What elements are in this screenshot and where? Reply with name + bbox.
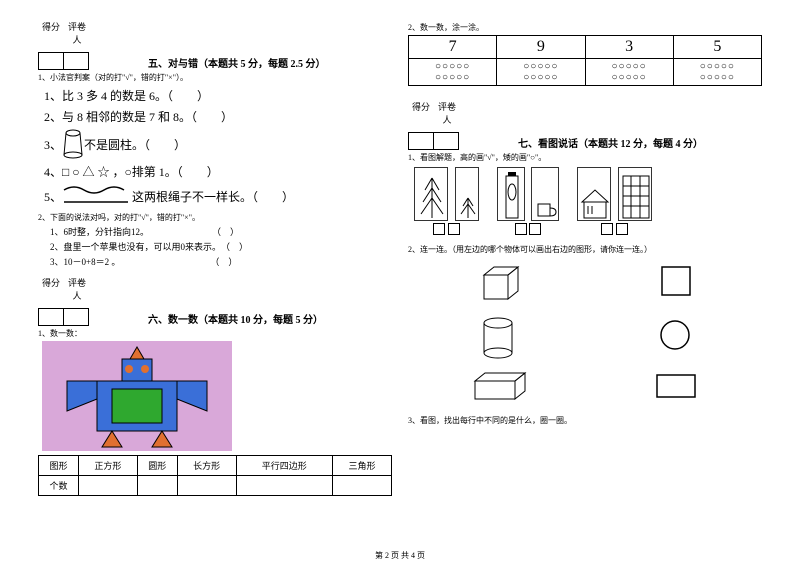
shape-count-table: 图形 正方形 圆形 长方形 平行四边形 三角形 个数	[38, 455, 392, 496]
cylinder-icon	[476, 315, 520, 361]
count-9: 9	[497, 36, 585, 59]
score-block-6: 得分 评卷人 六、数一数（本题共 10 分，每题 5 分）	[38, 276, 392, 326]
grader-label: 评卷人	[434, 100, 460, 126]
right-column: 2、数一数，涂一涂。 7 9 3 5 ○○○○○ ○○○○○ ○○○○○ ○○○…	[400, 20, 770, 555]
checkbox[interactable]	[616, 223, 628, 235]
count-color-table: 7 9 3 5 ○○○○○ ○○○○○ ○○○○○ ○○○○○ ○○○○○ ○○…	[408, 35, 762, 86]
thermos-icon	[498, 168, 526, 222]
checkbox[interactable]	[601, 223, 613, 235]
s7-2: 2、连一连。（用左边的哪个物体可以画出右边的图形，请你连一连。）	[408, 244, 762, 255]
match-row-1	[408, 261, 762, 307]
s5-q2: 2、与 8 相邻的数是 7 和 8。（ ）	[44, 108, 392, 125]
cell	[333, 476, 392, 496]
ovals: ○○○○○ ○○○○○	[409, 59, 497, 86]
cell	[236, 476, 333, 496]
s6-2: 2、数一数，涂一涂。	[408, 22, 762, 33]
th-tri: 三角形	[333, 456, 392, 476]
section-7-title: 七、看图说话（本题共 12 分，每题 4 分）	[518, 135, 703, 150]
s5-q5-suffix: 这两根绳子不一样长。（ ）	[132, 188, 294, 205]
cube-icon	[474, 261, 524, 307]
score-cell	[63, 52, 89, 70]
score-block-7: 得分 评卷人 七、看图说话（本题共 12 分，每题 4 分）	[408, 100, 762, 150]
rectangle-icon	[651, 369, 701, 403]
house-icon	[578, 168, 612, 222]
th-para: 平行四边形	[236, 456, 333, 476]
cell	[177, 476, 236, 496]
building-icon	[619, 168, 653, 222]
circle-icon	[655, 315, 695, 355]
tree-short-icon	[456, 168, 480, 222]
picture-row	[412, 167, 762, 238]
checkbox[interactable]	[515, 223, 527, 235]
count-7: 7	[409, 36, 497, 59]
row-label: 个数	[39, 476, 79, 496]
s5-q5: 5、 这两根绳子不一样长。（ ）	[44, 184, 392, 208]
cuboid-icon	[469, 369, 529, 405]
s5-subtitle: 1、小法官判案（对的打"√"，错的打"×"）。	[38, 72, 392, 83]
count-5: 5	[673, 36, 761, 59]
score-label: 得分	[38, 20, 64, 46]
cell	[78, 476, 137, 496]
s7-1: 1、看图解题，高的画"√"，矮的画"○"。	[408, 152, 762, 163]
score-cell	[38, 52, 64, 70]
section-5-title: 五、对与错（本题共 5 分，每题 2.5 分）	[148, 55, 326, 70]
th-circle: 圆形	[137, 456, 177, 476]
s5-q3: 3、 不是圆柱。（ ）	[44, 129, 392, 159]
s7-3: 3、看图，找出每行中不同的是什么，圈一圈。	[408, 415, 762, 426]
cup-icon	[62, 129, 84, 159]
ovals: ○○○○○ ○○○○○	[585, 59, 673, 86]
pair-trees	[412, 167, 481, 238]
score-label: 得分	[38, 276, 64, 302]
cup-small-icon	[532, 168, 560, 222]
count-3: 3	[585, 36, 673, 59]
tree-tall-icon	[415, 168, 449, 222]
s5-2a: 1、6时整，分针指向12。 （ ）	[50, 225, 392, 238]
th-square: 正方形	[78, 456, 137, 476]
square-icon	[656, 261, 696, 301]
section-6-title: 六、数一数（本题共 10 分，每题 5 分）	[148, 311, 323, 326]
score-cell	[63, 308, 89, 326]
score-block-5: 得分 评卷人 五、对与错（本题共 5 分，每题 2.5 分）	[38, 20, 392, 70]
s5-q4: 4、□ ○ △ ☆ ，○排第 1。（ ）	[44, 163, 392, 180]
cell	[137, 476, 177, 496]
pair-thermos	[495, 167, 562, 238]
pair-buildings	[575, 167, 654, 238]
checkbox[interactable]	[433, 223, 445, 235]
s6-subtitle: 1、数一数：	[38, 328, 392, 339]
ovals: ○○○○○ ○○○○○	[673, 59, 761, 86]
match-row-2	[408, 315, 762, 361]
grader-label: 评卷人	[64, 20, 90, 46]
left-column: 得分 评卷人 五、对与错（本题共 5 分，每题 2.5 分） 1、小法官判案（对…	[30, 20, 400, 555]
score-label: 得分	[408, 100, 434, 126]
checkbox[interactable]	[529, 223, 541, 235]
s5-2b: 2、盘里一个苹果也没有，可以用0来表示。 （ ）	[50, 240, 392, 253]
th-rect: 长方形	[177, 456, 236, 476]
s5-q5-prefix: 5、	[44, 188, 62, 205]
s5-q3-prefix: 3、	[44, 136, 62, 153]
grader-label: 评卷人	[64, 276, 90, 302]
score-cell	[38, 308, 64, 326]
score-cell	[433, 132, 459, 150]
robot-figure	[42, 341, 232, 451]
ropes-icon	[62, 184, 132, 208]
page-footer: 第 2 页 共 4 页	[0, 550, 800, 561]
s5-q3-suffix: 不是圆柱。（ ）	[84, 136, 186, 153]
ovals: ○○○○○ ○○○○○	[497, 59, 585, 86]
s5-q1: 1、比 3 多 4 的数是 6。（ ）	[44, 87, 392, 104]
match-row-3	[408, 369, 762, 405]
score-cell	[408, 132, 434, 150]
checkbox[interactable]	[448, 223, 460, 235]
s5-2-subtitle: 2、下面的说法对吗，对的打"√"，错的打"×"。	[38, 212, 392, 223]
s5-2c: 3、10－0+8＝2 。 （ ）	[50, 255, 392, 268]
th-shape: 图形	[39, 456, 79, 476]
